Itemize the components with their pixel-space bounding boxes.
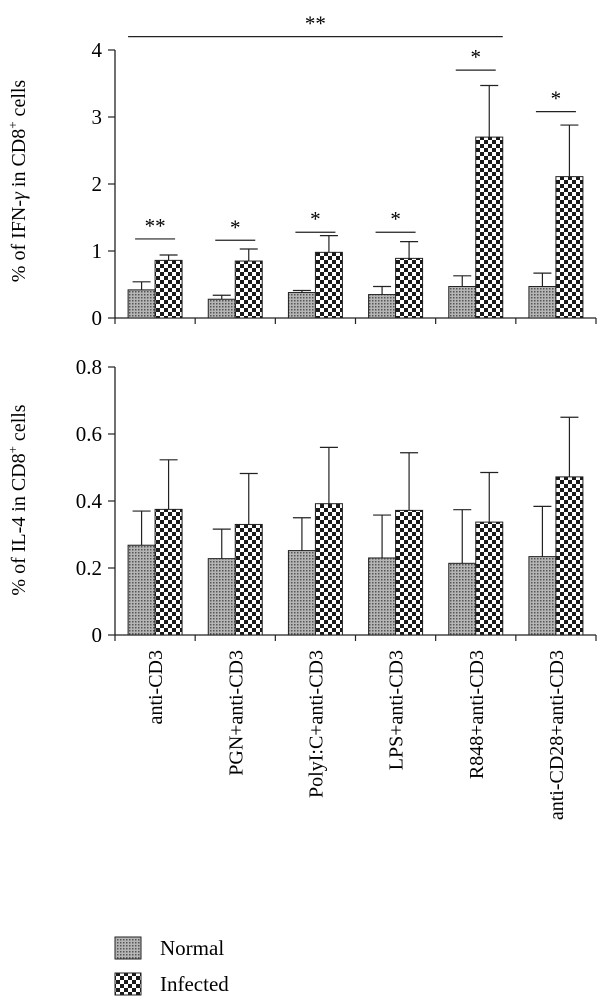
il4-y-tick-label: 0.4 bbox=[76, 489, 103, 513]
category-label: PolyI:C+anti-CD3 bbox=[305, 650, 327, 798]
il4-bar-normal bbox=[448, 562, 477, 636]
ifn-bracket-label: ** bbox=[305, 12, 326, 36]
legend-label-infected: Infected bbox=[160, 972, 229, 996]
ifn-gamma-y-axis-label: % of IFN-γ in CD8+ cells bbox=[5, 80, 30, 283]
il4-bar-infected bbox=[154, 508, 183, 636]
category-label: anti-CD3 bbox=[145, 650, 167, 724]
il4-y-tick-label: 0 bbox=[92, 623, 103, 647]
ifn-bar-normal bbox=[207, 298, 236, 319]
il-4-y-axis-label: % of IL-4 in CD8+ cells bbox=[5, 404, 30, 595]
category-label: R848+anti-CD3 bbox=[466, 650, 488, 779]
ifn-bar-normal bbox=[287, 292, 316, 319]
ifn-y-tick-label: 4 bbox=[92, 38, 103, 62]
ifn-significance-label: * bbox=[390, 207, 401, 231]
legend-swatch-normal bbox=[114, 936, 142, 960]
ifn-bar-infected bbox=[475, 136, 504, 319]
legend: Normal Infected bbox=[114, 936, 229, 996]
il4-bar-normal bbox=[287, 550, 316, 636]
ifn-significance-label: * bbox=[230, 215, 241, 239]
il4-y-tick-label: 0.8 bbox=[76, 355, 102, 379]
ifn-significance-label: ** bbox=[145, 214, 166, 238]
il4-bar-normal bbox=[528, 556, 557, 636]
ifn-y-tick-label: 2 bbox=[92, 172, 103, 196]
il4-bar-infected bbox=[234, 523, 263, 636]
il4-bar-normal bbox=[207, 558, 236, 636]
ifn-bar-infected bbox=[395, 257, 424, 319]
ifn-bar-infected bbox=[314, 251, 343, 319]
category-labels: anti-CD3 PGN+anti-CD3 PolyI:C+anti-CD3 LPS+… bbox=[145, 650, 568, 820]
il4-bar-infected bbox=[395, 509, 424, 636]
il4-bar-normal bbox=[368, 557, 397, 636]
ifn-significance-label: * bbox=[471, 45, 482, 69]
il4-bar-infected bbox=[314, 503, 343, 636]
ifn-y-tick-label: 1 bbox=[92, 239, 103, 263]
ifn-bar-normal bbox=[528, 286, 557, 319]
il4-bar-infected bbox=[555, 476, 584, 636]
category-label: anti-CD28+anti-CD3 bbox=[546, 650, 568, 820]
ifn-bar-infected bbox=[234, 260, 263, 319]
category-label: PGN+anti-CD3 bbox=[225, 650, 247, 776]
legend-swatch-infected bbox=[114, 972, 142, 996]
ifn-bar-normal bbox=[368, 294, 397, 319]
ifn-significance-label: * bbox=[310, 207, 321, 231]
ifn-significance-label: * bbox=[551, 87, 562, 111]
legend-label-normal: Normal bbox=[160, 936, 224, 960]
ifn-bar-infected bbox=[154, 259, 183, 319]
il4-bar-normal bbox=[127, 544, 156, 636]
il4-y-tick-label: 0.6 bbox=[76, 422, 102, 446]
category-label: LPS+anti-CD3 bbox=[386, 650, 408, 770]
il4-y-tick-label: 0.2 bbox=[76, 556, 102, 580]
ifn-y-tick-label: 3 bbox=[92, 105, 103, 129]
il-4-panel: % of IL-4 in CD8+ cells 0 0.2 0.4 0.6 0.8 bbox=[5, 355, 597, 647]
ifn-bar-infected bbox=[555, 176, 584, 319]
ifn-bar-normal bbox=[127, 289, 156, 319]
ifn-bar-normal bbox=[448, 286, 477, 319]
il4-bar-infected bbox=[475, 521, 504, 636]
ifn-y-tick-label: 0 bbox=[92, 306, 103, 330]
